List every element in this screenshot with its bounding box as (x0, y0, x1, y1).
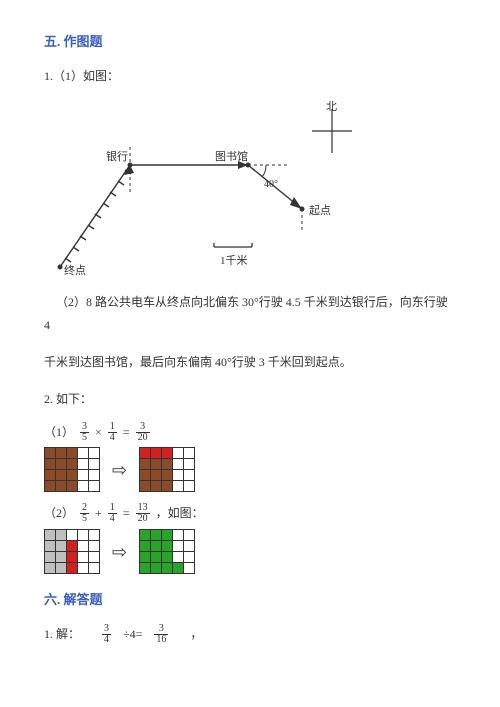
q1-line3: 千米到达图书馆，最后向东偏南 40°行驶 3 千米回到起点。 (44, 351, 456, 374)
q2-intro: 2. 如下： (44, 388, 456, 411)
q1-line2: （2）8 路公共电车从终点向北偏东 30°行驶 4.5 千米到达银行后，向东行驶… (44, 291, 456, 337)
grid-2a (44, 529, 100, 574)
angle-label: 40° (264, 175, 278, 194)
q2-eq1: （1） 35 × 14 = 320 (44, 421, 456, 444)
q2-grids-1: ⇨ (44, 447, 456, 492)
solve-1: 1. 解： 34 ÷4= 316 ， (44, 623, 456, 646)
section-5-title: 五. 作图题 (44, 30, 456, 55)
arrow-icon: ⇨ (112, 453, 127, 487)
grid-2b (139, 529, 195, 574)
arrow-icon: ⇨ (112, 535, 127, 569)
scale-label: 1千米 (220, 251, 248, 272)
library-label: 图书馆 (215, 147, 248, 168)
eq2-prefix: （2） (44, 502, 74, 525)
compass-north-label: 北 (326, 97, 337, 118)
q2-eq2: （2） 25 + 14 = 1320 ，如图： (44, 502, 456, 525)
grid-1b (139, 447, 195, 492)
bus-route-diagram: 北 银行 图书馆 40° 起点 终点 1千米 (40, 97, 380, 277)
q1-line1: 1.（1）如图： (44, 65, 456, 88)
grid-1a (44, 447, 100, 492)
bank-label: 银行 (106, 147, 128, 168)
start-label: 起点 (309, 201, 331, 222)
eq1-prefix: （1） (44, 421, 74, 444)
section-6-title: 六. 解答题 (44, 588, 456, 613)
q2-grids-2: ⇨ (44, 529, 456, 574)
end-label: 终点 (64, 261, 86, 282)
